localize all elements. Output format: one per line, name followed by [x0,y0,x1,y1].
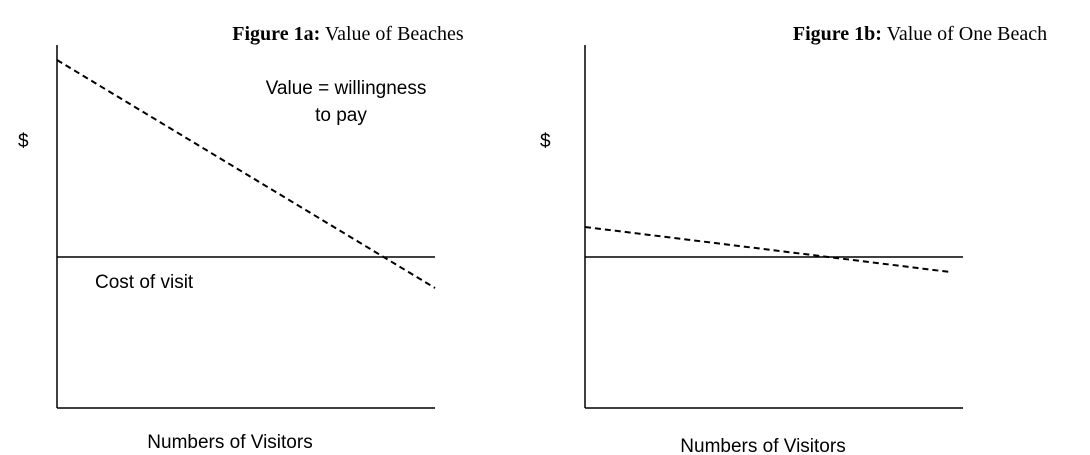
figure-title: Figure 1a: Value of Beaches [232,23,464,45]
figure-number: Figure 1b: [793,23,882,45]
x-axis-label: Numbers of Visitors [147,432,312,453]
value-curve [56,59,436,289]
x-axis-label: Numbers of Visitors [680,436,845,455]
figure-1a: Figure 1a: Value of Beaches $ Value = wi… [18,23,464,453]
figure-title: Figure 1b: Value of One Beach [793,23,1047,45]
figure-caption: Value of One Beach [887,23,1048,45]
value-curve [584,226,951,273]
y-axis-label: $ [18,131,29,152]
curve-label: Value = willingness [266,78,427,99]
figure-number: Figure 1a: [232,23,320,45]
curve-label: to pay [315,105,367,126]
y-axis-label: $ [540,131,551,152]
figure-1b: Figure 1b: Value of One Beach $ Numbers … [540,23,1047,455]
line-label: Cost of visit [95,272,194,293]
figure-caption: Value of Beaches [325,23,464,45]
